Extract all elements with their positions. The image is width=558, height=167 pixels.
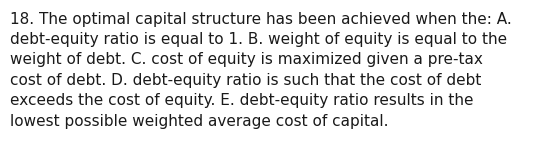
- Text: 18. The optimal capital structure has been achieved when the: A.
debt-equity rat: 18. The optimal capital structure has be…: [10, 12, 512, 129]
